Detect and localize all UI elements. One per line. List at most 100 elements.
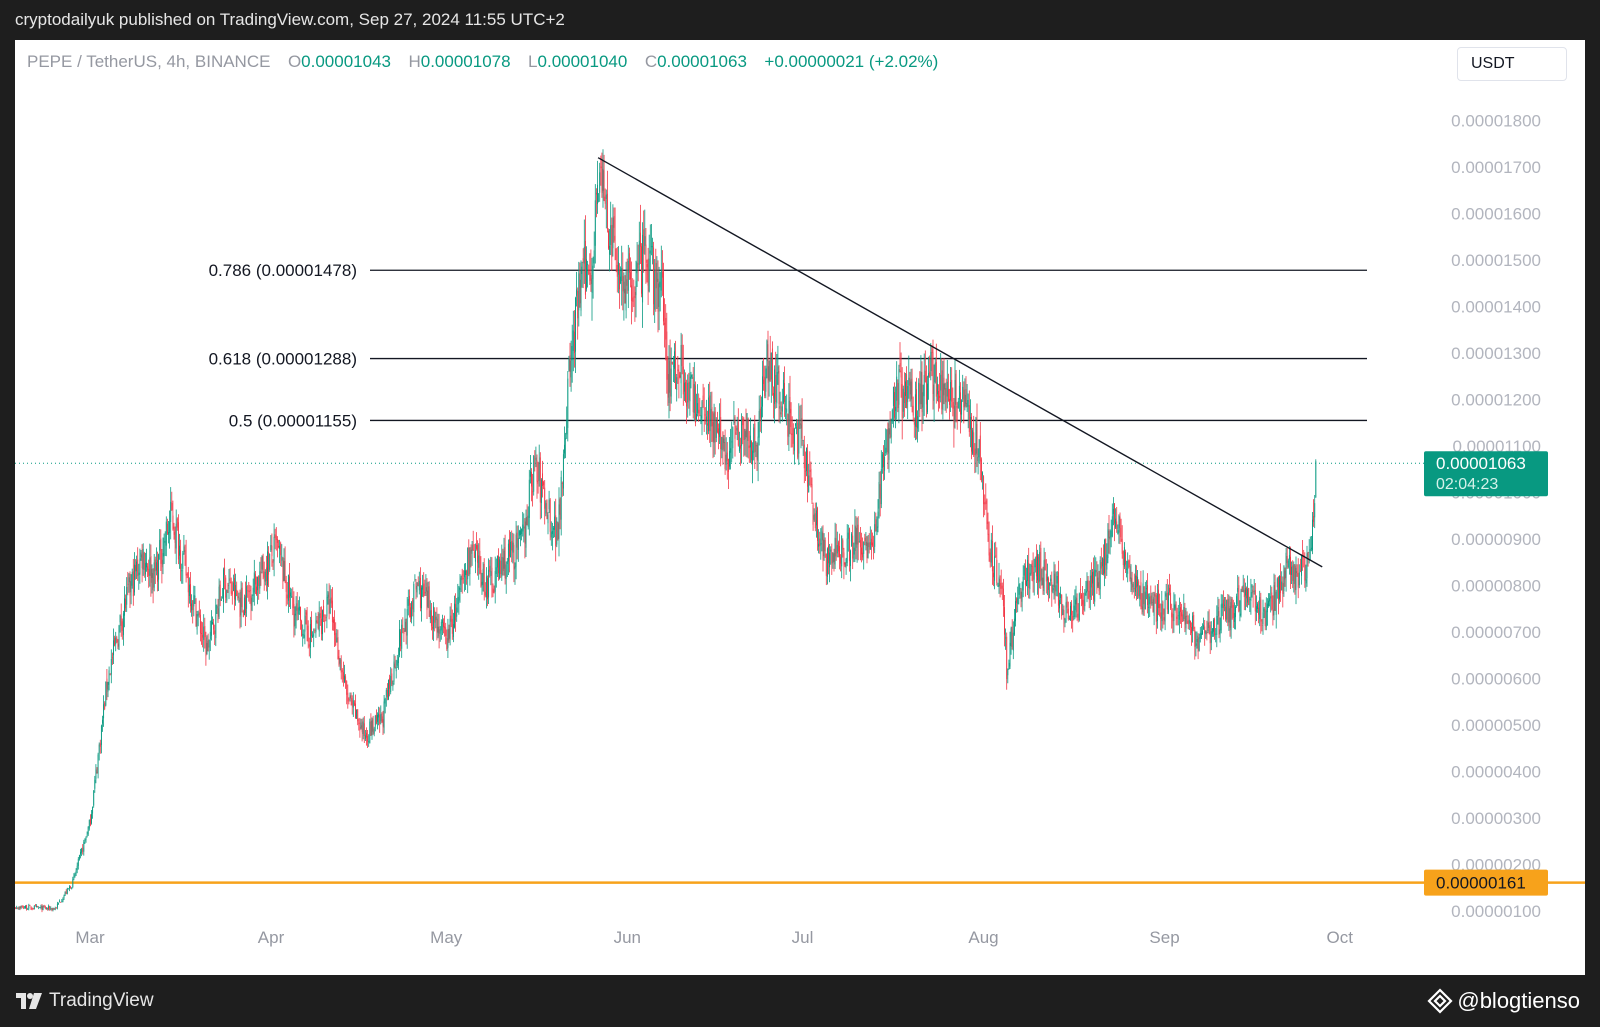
candle-body	[1125, 551, 1126, 565]
symbol-legend: PEPE / TetherUS, 4h, BINANCE O0.00001043…	[27, 52, 938, 72]
symbol-title[interactable]: PEPE / TetherUS, 4h, BINANCE	[27, 52, 271, 71]
candle-body	[48, 906, 50, 909]
candle-body	[307, 625, 309, 642]
candle-body	[688, 381, 690, 401]
x-tick-label: May	[430, 928, 463, 947]
candle-body	[202, 634, 204, 638]
candle-body	[62, 899, 64, 902]
candle-body	[345, 676, 347, 683]
candle-body	[848, 528, 850, 562]
candle-body	[1195, 643, 1197, 646]
candle-body	[1203, 624, 1205, 630]
candle-body	[856, 528, 858, 548]
candle-body	[796, 427, 798, 429]
x-tick-label: Jun	[614, 928, 641, 947]
candle-body	[204, 625, 206, 638]
chart-panel[interactable]: 0.00000100 0.00000200 0.00000300 0.00000400…	[15, 40, 1585, 975]
candle-body	[84, 839, 86, 841]
candle-body	[746, 413, 748, 438]
candle-body	[676, 377, 678, 390]
candle-body	[862, 552, 864, 558]
candle-body	[773, 392, 774, 399]
candle-body	[186, 573, 188, 576]
candle-body	[69, 886, 70, 889]
candle-body	[1117, 530, 1119, 534]
candle-body	[1169, 587, 1170, 593]
candle-body	[802, 440, 804, 441]
time-axis[interactable]: Mar Apr May Jun Jul Aug Sep Oct	[75, 928, 1353, 947]
candle-body	[867, 542, 869, 559]
candle-body	[1264, 608, 1266, 626]
candle-body	[298, 606, 300, 611]
candlesticks[interactable]	[15, 149, 1317, 913]
candle-body	[358, 722, 360, 724]
candle-body	[1198, 637, 1200, 651]
currency-button[interactable]: USDT	[1457, 47, 1567, 81]
candle-body	[131, 572, 133, 586]
candle-body	[391, 673, 393, 685]
candle-body	[934, 363, 936, 383]
candle-body	[165, 521, 167, 546]
candle-body	[1193, 614, 1195, 630]
candle-body	[839, 546, 840, 558]
candle-body	[103, 704, 105, 719]
candle-body	[1065, 602, 1067, 618]
candle-body	[762, 376, 763, 407]
candle-body	[873, 547, 875, 551]
price-chart[interactable]: 0.000001000.000002000.000003000.00000400…	[15, 40, 1585, 975]
candle-body	[27, 909, 29, 910]
candle-body	[576, 289, 578, 296]
candle-body	[120, 615, 122, 626]
candle-body	[490, 571, 492, 576]
candle-body	[377, 714, 378, 722]
candle-body	[384, 698, 386, 704]
candle-body	[294, 613, 296, 626]
y-tick-label: 0.00001300	[1451, 344, 1541, 363]
candle-body	[666, 331, 668, 380]
candle-body	[734, 417, 736, 439]
candle-body	[1046, 576, 1048, 581]
candle-body	[344, 675, 345, 682]
price-axis[interactable]: 0.000001000.000002000.000003000.00000400…	[1451, 112, 1541, 922]
candle-body	[389, 678, 391, 689]
tradingview-logo[interactable]: TradingView	[16, 987, 154, 1015]
y-tick-label: 0.00001200	[1451, 391, 1541, 410]
candle-body	[725, 454, 727, 465]
fibonacci-levels[interactable]: 0.786 (0.00001478) 0.618 (0.00001288) 0.5 …	[209, 261, 1367, 430]
candle-body	[1228, 608, 1230, 623]
candle-body	[716, 420, 718, 433]
candle-body	[999, 578, 1001, 587]
candle-body	[769, 359, 771, 382]
trend-line[interactable]	[597, 157, 1323, 568]
candle-body	[237, 596, 239, 599]
candle-body	[185, 555, 187, 576]
candle-body	[170, 501, 172, 522]
support-price-tag-value: 0.00000161	[1436, 874, 1526, 893]
candle-body	[319, 613, 321, 619]
close-value: 0.00001063	[657, 52, 747, 71]
candle-body	[413, 583, 415, 613]
candle-body	[1211, 628, 1213, 634]
candle-body	[1287, 560, 1289, 568]
candle-body	[933, 384, 935, 401]
candle-body	[370, 720, 372, 736]
candle-body	[433, 606, 435, 630]
candle-body	[74, 873, 76, 877]
candle-body	[180, 549, 182, 569]
candle-body	[230, 581, 232, 594]
candle-body	[1029, 572, 1031, 590]
candle-body	[806, 448, 807, 472]
candle-body	[1298, 572, 1300, 586]
candle-body	[1301, 555, 1302, 576]
candle-body	[142, 548, 144, 570]
candle-body	[1126, 568, 1128, 570]
candle-body	[507, 543, 509, 562]
candle-body	[721, 437, 723, 451]
candle-body	[712, 422, 714, 442]
candle-body	[110, 659, 112, 675]
candle-body	[978, 439, 980, 458]
candle-body	[735, 432, 737, 434]
candle-body	[86, 835, 88, 837]
candle-body	[888, 428, 890, 460]
candle-body	[240, 591, 242, 616]
